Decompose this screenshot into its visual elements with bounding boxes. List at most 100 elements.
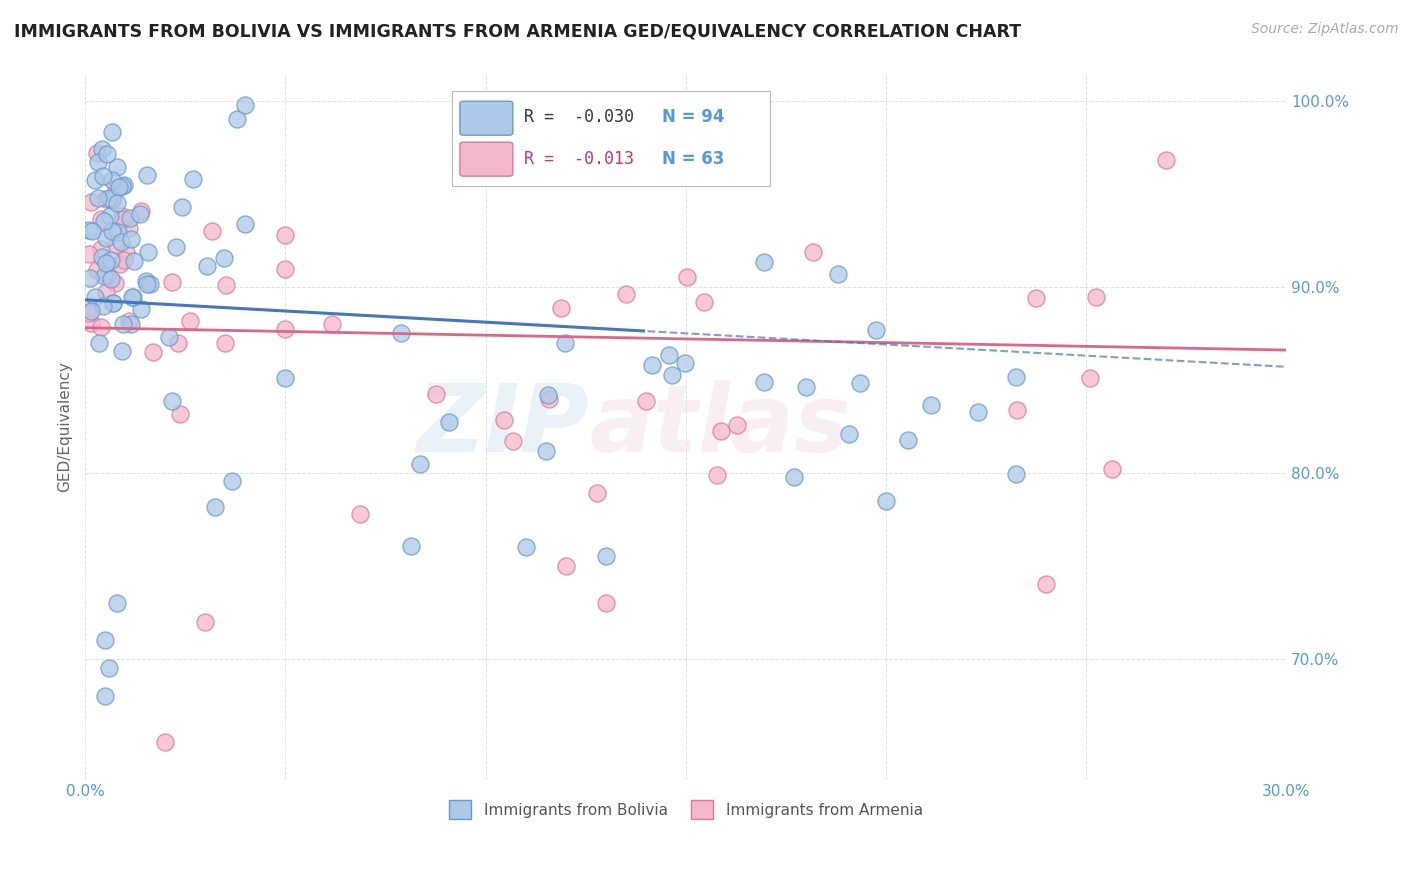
Point <box>214 335 236 350</box>
Point <box>399 539 422 553</box>
Point <box>80 194 103 209</box>
Point <box>195 259 218 273</box>
Point <box>212 251 235 265</box>
Point <box>101 296 124 310</box>
Point <box>105 196 128 211</box>
Point <box>100 194 122 208</box>
Point <box>136 277 159 291</box>
Point <box>90 211 112 226</box>
Point <box>1007 403 1029 417</box>
Point <box>79 306 101 320</box>
Point <box>321 317 343 331</box>
Point <box>179 314 201 328</box>
Point <box>614 286 637 301</box>
Point <box>849 376 872 390</box>
Point <box>94 255 117 269</box>
Point <box>94 689 117 703</box>
Point <box>537 388 560 402</box>
Point <box>235 217 257 231</box>
Point <box>801 244 824 259</box>
Point <box>274 322 297 336</box>
Point <box>79 247 101 261</box>
Point <box>120 317 142 331</box>
Point <box>100 253 122 268</box>
Point <box>111 179 134 194</box>
Point <box>515 540 537 554</box>
Point <box>920 398 942 412</box>
Point <box>105 596 128 610</box>
Point <box>129 302 152 317</box>
Point <box>101 295 124 310</box>
Point <box>1035 577 1057 591</box>
Point <box>725 418 748 433</box>
Point <box>875 493 897 508</box>
Point <box>110 257 132 271</box>
Point <box>201 224 224 238</box>
Point <box>425 386 447 401</box>
Point <box>274 228 297 243</box>
Point <box>101 192 124 206</box>
Point <box>114 253 136 268</box>
Point <box>437 415 460 429</box>
Text: R =  -0.030: R = -0.030 <box>523 109 634 127</box>
Point <box>554 558 576 573</box>
Point <box>166 335 188 350</box>
Point <box>865 323 887 337</box>
Point <box>492 413 515 427</box>
Point <box>1154 153 1177 168</box>
Point <box>98 661 121 675</box>
Point <box>1101 461 1123 475</box>
Point <box>1080 371 1102 385</box>
Point <box>550 301 572 315</box>
Point <box>235 98 257 112</box>
Point <box>155 735 177 749</box>
Point <box>783 470 806 484</box>
Point <box>79 271 101 285</box>
Point <box>136 168 159 182</box>
Point <box>79 223 101 237</box>
Point <box>215 277 238 292</box>
Point <box>118 211 141 226</box>
Point <box>752 376 775 390</box>
Point <box>94 192 117 206</box>
Point <box>1005 370 1028 384</box>
Point <box>194 615 217 629</box>
Point <box>89 242 111 256</box>
Point <box>129 204 152 219</box>
Point <box>138 277 160 291</box>
Point <box>118 220 141 235</box>
Y-axis label: GED/Equivalency: GED/Equivalency <box>58 361 72 491</box>
Point <box>111 212 134 227</box>
Point <box>595 549 617 564</box>
Text: Source: ZipAtlas.com: Source: ZipAtlas.com <box>1251 22 1399 37</box>
Point <box>409 457 432 471</box>
Point <box>86 145 108 160</box>
Point <box>585 486 607 500</box>
Point <box>159 330 181 344</box>
Legend: Immigrants from Bolivia, Immigrants from Armenia: Immigrants from Bolivia, Immigrants from… <box>443 794 929 825</box>
Point <box>87 155 110 169</box>
Point <box>112 178 135 192</box>
Point <box>90 142 112 156</box>
Point <box>104 276 127 290</box>
Point <box>105 160 128 174</box>
Text: N = 94: N = 94 <box>662 109 724 127</box>
Point <box>181 172 204 186</box>
Point <box>554 335 576 350</box>
Point <box>967 405 990 419</box>
Point <box>536 444 558 458</box>
Point <box>86 263 108 277</box>
Point <box>112 317 135 331</box>
Text: ZIP: ZIP <box>416 380 589 472</box>
Point <box>93 299 115 313</box>
Point <box>162 275 184 289</box>
Point <box>91 250 114 264</box>
Point <box>120 231 142 245</box>
Point <box>165 240 187 254</box>
Point <box>118 313 141 327</box>
Point <box>101 224 124 238</box>
Point <box>93 269 115 284</box>
Point <box>636 394 658 409</box>
Point <box>502 434 524 449</box>
Point <box>121 290 143 304</box>
